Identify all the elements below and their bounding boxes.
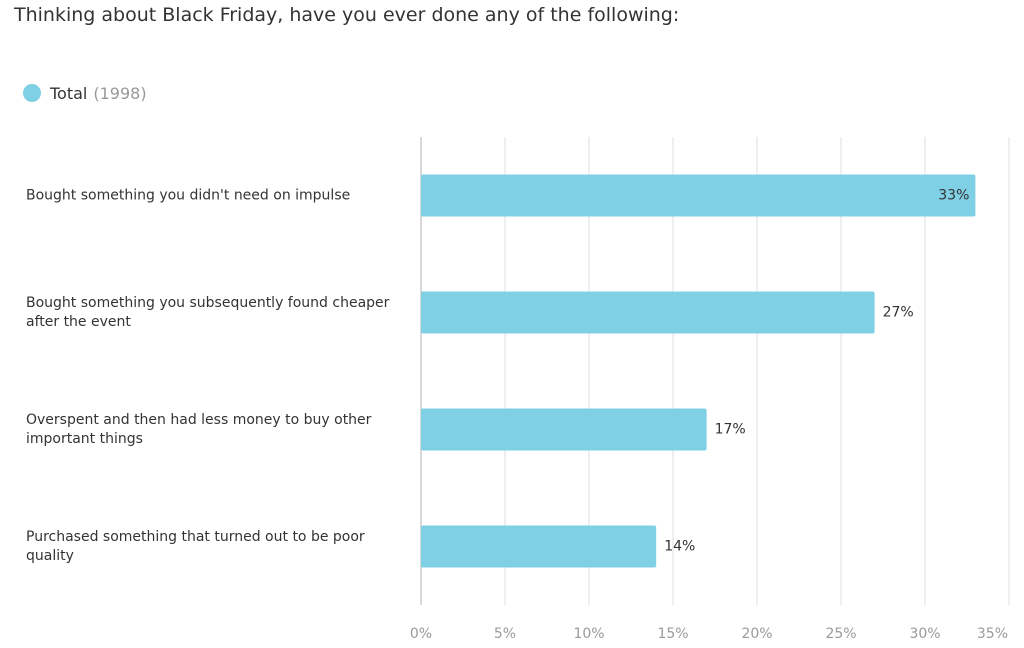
x-tick-label: 0% <box>410 626 432 642</box>
y-tick-label: Purchased something that turned out to b… <box>26 528 365 564</box>
x-tick-label: 35% <box>977 626 1008 642</box>
legend-swatch <box>23 84 41 102</box>
bar <box>421 291 875 334</box>
x-tick-label: 20% <box>741 626 772 642</box>
y-tick-label: Bought something you didn't need on impu… <box>26 187 351 203</box>
x-tick-label: 5% <box>494 626 516 642</box>
bar <box>421 408 707 451</box>
x-tick-label: 10% <box>573 626 604 642</box>
chart-title: Thinking about Black Friday, have you ev… <box>14 4 680 26</box>
value-label: 17% <box>715 422 746 438</box>
x-tick-label: 30% <box>909 626 940 642</box>
bar <box>421 525 657 568</box>
bar <box>421 174 976 217</box>
value-label: 27% <box>883 305 914 321</box>
y-tick-label: Bought something you subsequently found … <box>26 294 390 330</box>
legend: Total (1998) <box>23 83 147 103</box>
legend-note: (1998) <box>93 83 147 103</box>
x-tick-label: 25% <box>825 626 856 642</box>
legend-label: Total <box>50 83 88 103</box>
x-tick-label: 15% <box>657 626 688 642</box>
y-tick-label: Overspent and then had less money to buy… <box>26 411 372 447</box>
value-label: 33% <box>938 188 969 204</box>
value-label: 14% <box>664 539 695 555</box>
